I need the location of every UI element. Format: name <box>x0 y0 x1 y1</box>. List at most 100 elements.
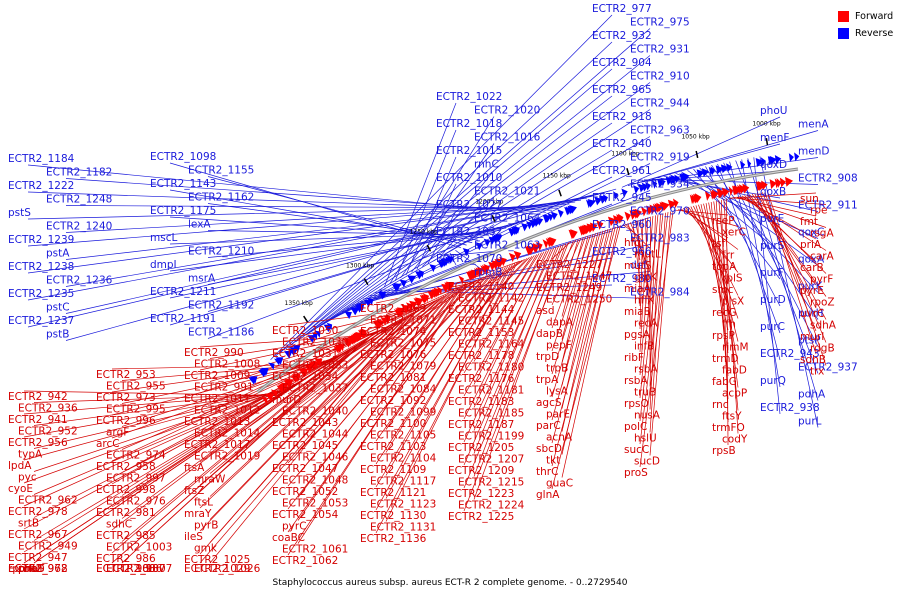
reverse-gene-mark <box>594 196 602 206</box>
forward-gene-mark <box>445 281 455 291</box>
forward-gene-label: asd <box>536 305 555 317</box>
forward-gene-leader <box>551 241 572 260</box>
forward-gene-label: ECTR2_1009 <box>184 370 250 382</box>
forward-gene-mark <box>634 208 642 219</box>
forward-gene-leader <box>23 380 304 507</box>
scale-tick-label: 1150 kbp <box>543 172 571 179</box>
forward-gene-leader <box>33 366 323 564</box>
reverse-gene-label: ECTR2_937 <box>798 362 858 374</box>
forward-gene-label: ECTR2_1026 <box>194 563 261 575</box>
forward-gene-mark <box>300 368 308 377</box>
reverse-gene-mark <box>682 172 690 182</box>
forward-gene-label: polC <box>624 421 647 433</box>
forward-gene-label: sun <box>800 193 819 205</box>
forward-gene-leader <box>649 212 666 433</box>
forward-gene-label: ECTR2_956 <box>8 437 68 449</box>
forward-gene-leader <box>639 214 659 399</box>
forward-gene-leader <box>375 276 485 373</box>
forward-gene-leader <box>551 228 611 444</box>
forward-gene-label: mutL <box>634 249 661 261</box>
reverse-gene-label: msrA <box>188 273 216 285</box>
forward-gene-leader <box>375 270 499 442</box>
forward-gene-leader <box>463 259 525 305</box>
forward-gene-label: ECTR2_1050 <box>272 325 338 337</box>
reverse-gene-mark <box>633 185 640 194</box>
reverse-gene-mark <box>788 153 794 163</box>
forward-gene-label: ECTR2_1109 <box>360 464 426 476</box>
reverse-gene-leader <box>687 170 819 266</box>
forward-gene-leader <box>33 375 311 541</box>
forward-gene-label: ECTR2_1099 <box>370 407 436 419</box>
reverse-gene-leader <box>444 251 495 256</box>
forward-gene-leader <box>561 230 604 409</box>
reverse-gene-label: ECTR2_1063 <box>474 240 540 252</box>
scale-tick <box>695 150 699 159</box>
forward-gene-leader <box>551 234 591 352</box>
reverse-gene-leader <box>747 158 819 401</box>
reverse-gene-label: ECTR2_1211 <box>150 286 216 298</box>
forward-gene-leader <box>680 208 729 239</box>
forward-gene-mark <box>499 256 507 267</box>
forward-gene-label: infB <box>634 341 654 353</box>
forward-gene-leader <box>375 264 513 511</box>
forward-gene-label: phoS <box>18 563 45 575</box>
forward-gene-label: ECTR2_953 <box>96 369 156 381</box>
reverse-gene-mark <box>621 188 628 198</box>
forward-gene-label: ECTR2_1092 <box>360 395 426 407</box>
reverse-gene-mark <box>284 350 293 359</box>
forward-gene-mark <box>649 204 657 215</box>
forward-gene-leader <box>463 255 535 351</box>
forward-gene-leader <box>551 225 621 490</box>
forward-gene-leader <box>199 318 401 486</box>
forward-gene-label: ECTR2_942 <box>8 391 68 403</box>
reverse-gene-mark <box>769 155 777 165</box>
reverse-gene-mark <box>407 275 417 284</box>
forward-gene-label: ECTR2_1205 <box>448 442 514 454</box>
forward-gene-mark <box>718 188 724 199</box>
forward-gene-label: sdhC <box>106 519 132 531</box>
legend-reverse: Reverse <box>838 25 893 42</box>
reverse-gene-label: ECTR2_1222 <box>8 180 74 192</box>
forward-gene-leader <box>473 246 557 454</box>
forward-gene-leader <box>297 301 433 383</box>
forward-gene-mark <box>377 318 384 328</box>
forward-gene-leader <box>551 233 596 375</box>
reverse-gene-mark <box>314 330 321 338</box>
forward-gene-label: ECTR2_1117 <box>370 476 436 488</box>
reverse-gene-mark <box>326 322 333 331</box>
forward-gene-leader <box>297 299 438 406</box>
reverse-gene-label: ECTR2_1191 <box>150 313 216 325</box>
forward-gene-label: ECTR2_1104 <box>370 453 437 465</box>
forward-gene-label: ECTR2_1183 <box>448 396 514 408</box>
reverse-gene-leader <box>693 168 781 280</box>
forward-gene-label: ECTR2_1123 <box>370 499 436 511</box>
forward-gene-leader <box>111 363 328 370</box>
reverse-gene-leader <box>27 191 552 211</box>
reverse-gene-leader <box>65 192 605 314</box>
forward-gene-label: carA <box>810 251 835 263</box>
reverse-gene-mark <box>307 335 316 343</box>
forward-gene-leader <box>685 207 729 262</box>
forward-gene-label: sucC <box>624 444 649 456</box>
reverse-gene-leader <box>169 227 507 272</box>
forward-gene-leader <box>473 254 538 362</box>
forward-gene-label: ECTR2_998 <box>96 484 156 496</box>
forward-gene-label: acnA <box>546 432 573 444</box>
forward-gene-label: nusA <box>634 410 661 422</box>
forward-gene-label: cyoE <box>8 483 33 495</box>
reverse-gene-leader <box>65 195 593 287</box>
reverse-gene-mark <box>418 269 425 278</box>
reverse-gene-mark <box>535 217 544 226</box>
forward-gene-label: pyrC <box>282 521 307 533</box>
forward-gene-label: ECTR2_1061 <box>282 544 348 556</box>
forward-gene-label: ECTR2_1052 <box>272 486 338 498</box>
forward-gene-leader <box>463 257 530 328</box>
forward-gene-label: ECTR2_941 <box>8 414 68 426</box>
forward-gene-mark <box>710 189 715 200</box>
forward-gene-label: ECTR2_1031 <box>272 348 338 360</box>
forward-gene-leader <box>463 253 540 374</box>
scale-tick <box>303 315 309 323</box>
reverse-gene-leader <box>627 130 819 186</box>
scale-tick <box>426 244 432 252</box>
forward-gene-leader <box>463 245 559 466</box>
